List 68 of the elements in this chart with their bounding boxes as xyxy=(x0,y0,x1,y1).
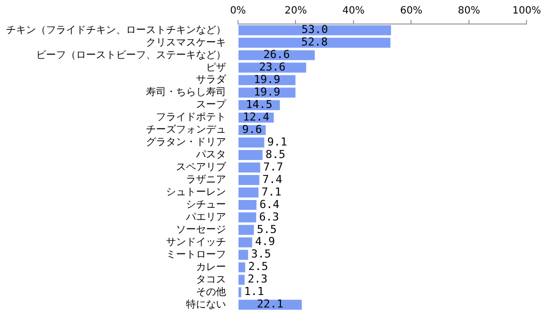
y-tick-label: チーズフォンデュ xyxy=(146,124,226,136)
data-label: 12.4 xyxy=(242,110,270,124)
bar xyxy=(238,138,264,148)
y-tick-label: サンドイッチ xyxy=(166,236,226,248)
y-tick-label: タコス xyxy=(196,274,226,286)
data-label: 7.4 xyxy=(262,172,283,186)
data-label: 14.5 xyxy=(246,98,272,111)
data-label: 6.4 xyxy=(259,198,280,211)
data-label: 7.1 xyxy=(261,185,282,198)
y-tick-label: その他 xyxy=(196,286,226,298)
bar xyxy=(238,150,263,160)
x-tick-label: 60% xyxy=(400,6,422,17)
data-label: 8.5 xyxy=(266,148,286,161)
data-label: 22.1 xyxy=(256,298,284,311)
y-tick-label: カレー xyxy=(196,262,226,273)
x-tick-label: 20% xyxy=(284,6,307,17)
y-tick-label: ラザニア xyxy=(186,174,226,186)
x-tick-label: 100% xyxy=(512,6,541,17)
bar xyxy=(238,25,392,36)
y-tick-label: シュトーレン xyxy=(166,187,226,198)
bar xyxy=(238,300,302,310)
y-tick-label: スープ xyxy=(196,98,227,111)
y-tick-label: チキン（フライドチキン、ローストチキンなど） xyxy=(6,24,226,36)
x-tick-label: 80% xyxy=(458,6,480,17)
bar xyxy=(238,162,260,172)
data-label: 3.5 xyxy=(251,248,271,261)
data-label: 52.8 xyxy=(301,36,328,49)
bar xyxy=(238,212,256,222)
data-label: 23.6 xyxy=(259,60,286,74)
y-tick-label: シチュー xyxy=(186,200,226,211)
bar xyxy=(238,262,246,272)
bar xyxy=(238,200,256,210)
bar xyxy=(238,174,260,185)
y-tick-label: 寿司・ちらし寿司 xyxy=(146,87,226,98)
data-label: 19.9 xyxy=(254,85,280,98)
y-tick-label: グラタン・ドリア xyxy=(146,137,226,148)
y-tick-label: フライドポテト xyxy=(156,112,226,124)
bar xyxy=(238,187,258,198)
y-tick-label: クリスマスケーキ xyxy=(146,37,226,48)
data-label: 2.3 xyxy=(248,272,268,286)
data-label: 19.9 xyxy=(254,73,280,86)
data-label: 26.6 xyxy=(263,48,290,62)
data-label: 7.7 xyxy=(263,160,284,174)
y-tick-label: スペアリブ xyxy=(176,161,227,174)
y-tick-label: ビーフ（ローストビーフ、ステーキなど） xyxy=(36,50,226,61)
data-label: 53.0 xyxy=(302,23,328,36)
data-label: 5.5 xyxy=(256,222,277,236)
y-tick-label: 特にない xyxy=(186,298,226,310)
x-tick-label: 40% xyxy=(342,6,365,17)
x-tick-label: 0% xyxy=(230,6,246,17)
bar xyxy=(238,224,254,235)
y-tick-label: パスタ xyxy=(195,150,226,161)
data-label: 4.9 xyxy=(255,235,276,248)
data-label: 9.6 xyxy=(242,122,262,136)
bar xyxy=(238,287,242,298)
y-tick-label: サラダ xyxy=(196,74,227,86)
bar xyxy=(238,38,390,48)
bar xyxy=(238,237,252,248)
y-tick-label: ソーセージ xyxy=(176,224,226,236)
bar xyxy=(238,250,248,260)
data-label: 6.3 xyxy=(259,210,280,224)
data-label: 9.1 xyxy=(267,135,288,148)
y-tick-label: ミートローフ xyxy=(166,249,226,260)
bar xyxy=(238,274,245,285)
data-label: 1.1 xyxy=(244,285,264,298)
data-label: 2.5 xyxy=(248,260,268,274)
y-tick-label: パエリア xyxy=(185,212,226,224)
y-tick-label: ピザ xyxy=(206,62,226,74)
